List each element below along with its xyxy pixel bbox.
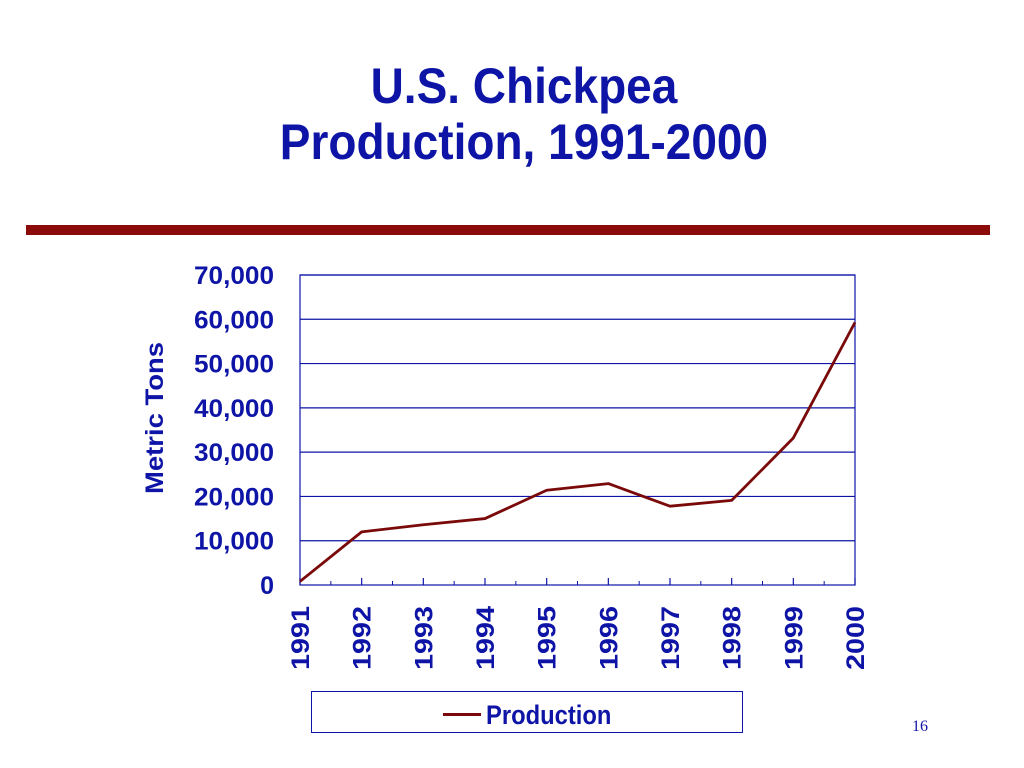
legend-label-production: Production [486, 700, 612, 730]
y-tick-label: 30,000 [194, 439, 274, 467]
y-tick-label: 0 [260, 572, 274, 600]
x-tick-label: 1995 [534, 606, 562, 670]
series-line-production [299, 321, 857, 583]
y-tick-label: 70,000 [194, 262, 274, 290]
x-tick-label: 1994 [472, 606, 500, 670]
x-tick-label: 1996 [595, 606, 623, 670]
plot-area [300, 275, 855, 585]
page-number: 16 [912, 718, 928, 735]
y-tick-label: 10,000 [194, 528, 274, 556]
title-line-1: U.S. Chickpea [370, 58, 678, 114]
x-tick-label: 2000 [842, 606, 870, 670]
title-line-2: Production, 1991-2000 [279, 114, 769, 170]
y-tick-label: 50,000 [194, 351, 274, 379]
x-tick-label: 1997 [657, 606, 685, 670]
chart-legend: Production [311, 691, 743, 733]
x-tick-label: 1992 [349, 606, 377, 670]
x-tick-label: 1991 [287, 606, 315, 670]
x-tick-label: 1998 [719, 606, 747, 670]
slide-title: U.S. Chickpea Production, 1991-2000 [41, 58, 1007, 170]
y-axis-label: Metric Tons [141, 342, 169, 494]
x-tick-label: 1993 [410, 606, 438, 670]
y-tick-label: 60,000 [194, 306, 274, 334]
title-divider [26, 225, 990, 235]
y-tick-label: 20,000 [194, 483, 274, 511]
legend-swatch-production [443, 713, 481, 716]
x-tick-label: 1999 [780, 606, 808, 670]
y-tick-label: 40,000 [194, 395, 274, 423]
